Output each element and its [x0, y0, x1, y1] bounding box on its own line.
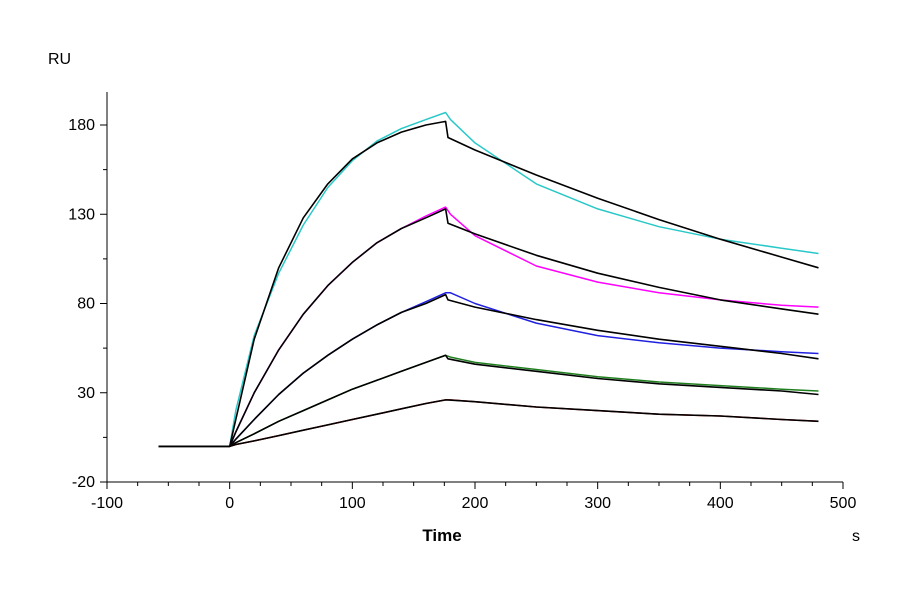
sensorgram-curve-4 — [158, 292, 819, 448]
fit-curve-1 — [158, 120, 819, 448]
y-tick-label: 30 — [77, 385, 95, 402]
x-tick-label: 400 — [707, 495, 734, 512]
x-axis-unit: s — [852, 528, 860, 545]
sensorgram-curve-8 — [158, 399, 819, 448]
series-layer — [158, 111, 819, 448]
x-tick-label: 0 — [225, 495, 234, 512]
x-tick-label: -100 — [91, 495, 123, 512]
axes-layer: -20 30 80 130 180 -100 0 100 200 300 400 500 — [68, 92, 856, 512]
y-tick-label: 80 — [77, 296, 95, 313]
x-axis-title: Time — [422, 526, 461, 545]
fit-curve-7 — [158, 354, 819, 448]
y-tick-label: 180 — [68, 117, 95, 134]
fit-curve-9 — [158, 399, 819, 448]
x-tick-label: 300 — [584, 495, 611, 512]
y-axis-title: RU — [48, 51, 71, 68]
y-tick-label: 130 — [68, 206, 95, 223]
fit-curve-5 — [158, 293, 819, 448]
x-tick-label: 100 — [339, 495, 366, 512]
x-tick-label: 500 — [830, 495, 857, 512]
x-tick-label: 200 — [462, 495, 489, 512]
sensorgram-curve-0 — [158, 111, 819, 448]
fit-curve-3 — [158, 208, 819, 448]
y-tick-label: -20 — [72, 474, 95, 491]
